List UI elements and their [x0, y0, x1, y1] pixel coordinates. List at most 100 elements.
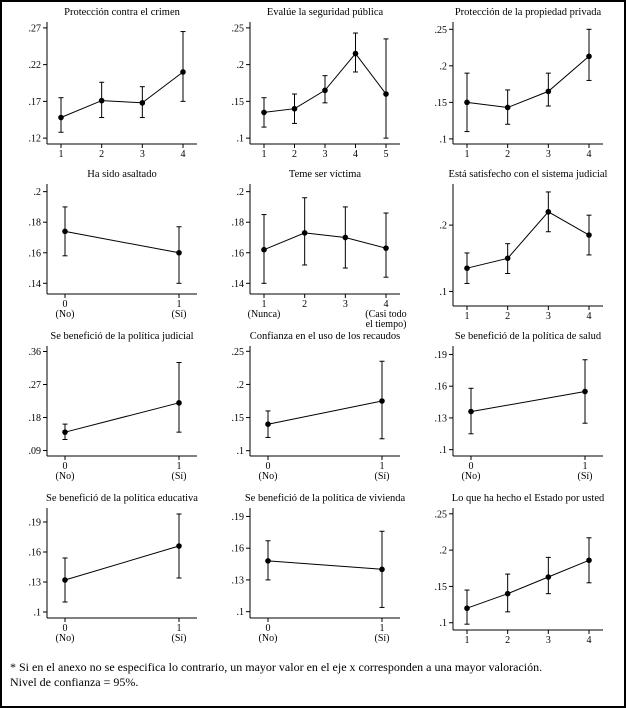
y-tick-label: .13: [435, 413, 448, 424]
data-point: [545, 209, 552, 215]
data-point: [301, 230, 308, 236]
chart-cell: Confianza en el uso de los recaudos .1 .15…: [211, 330, 414, 492]
y-tick-label: .16: [435, 382, 448, 393]
series-line: [64, 402, 179, 433]
subplot-5: Teme ser víctima .14 .16 .18 .2 1(Nunca) 2 3 4(C…: [231, 169, 407, 330]
data-point: [61, 228, 68, 235]
chart-cell: Protección de la propiedad privada .1 .15.…: [415, 6, 618, 168]
data-point: [582, 388, 589, 395]
x-tick-label: 1: [176, 461, 181, 472]
x-tick-label: 3: [322, 149, 327, 160]
data-point: [265, 558, 271, 564]
data-point: [98, 97, 105, 104]
x-tick-label: 1: [465, 149, 470, 160]
data-point: [261, 246, 267, 253]
x-tick-label: 4: [587, 635, 592, 646]
y-tick-label: .18: [231, 218, 244, 229]
x-sub-label: (No): [462, 471, 481, 482]
x-sub-label: (Sí): [374, 471, 389, 482]
chart-cell: Se benefició de la política de salud .1 .1…: [415, 330, 618, 492]
y-tick-label: .25: [231, 23, 244, 34]
subplot-title: Lo que ha hecho el Estado por usted: [452, 493, 605, 504]
x-tick-label: 1: [261, 299, 266, 310]
x-tick-label: 0: [62, 623, 67, 634]
subplot-title: Confianza en el uso de los recaudos: [250, 331, 400, 342]
series-line: [64, 230, 179, 254]
x-tick-label: 2: [99, 149, 104, 160]
footnote: * Si en el anexo no se especifica lo con…: [8, 660, 618, 690]
y-tick-label: .2: [440, 546, 448, 557]
y-tick-label: .19: [435, 350, 448, 361]
x-tick-label: 4: [587, 149, 592, 160]
series-line: [64, 545, 179, 581]
subplot-4: Ha sido asaltado .14 .16 .18 .2 0(No) 1(Sí): [28, 169, 197, 320]
data-point: [383, 245, 389, 251]
data-point: [61, 577, 68, 583]
data-point: [175, 400, 182, 406]
subplot-title: Se benefició de la política educativa: [46, 493, 198, 504]
subplot-9: Se benefició de la política de salud .1 .1…: [435, 331, 604, 482]
data-point: [464, 265, 471, 272]
y-tick-label: .25: [435, 509, 448, 520]
chart-cell: Protección contra el crimen .12 .17 .22 .27 1…: [8, 6, 211, 168]
footnote-line-2: Nivel de confianza = 95%.: [10, 675, 139, 689]
y-tick-label: .1: [440, 445, 448, 456]
x-tick-label: 3: [343, 299, 348, 310]
y-tick-label: .2: [236, 187, 244, 198]
x-sub-label: el tiempo): [366, 319, 407, 330]
y-tick-label: .22: [28, 60, 41, 71]
series-line: [467, 55, 590, 109]
x-tick-label: 2: [302, 299, 307, 310]
subplot-title: Se benefició de la política de vivienda: [245, 493, 406, 504]
data-point: [586, 557, 593, 564]
x-sub-label: (Sí): [374, 633, 389, 644]
y-tick-label: .16: [28, 548, 41, 559]
y-tick-label: .19: [231, 512, 244, 523]
subplot-title: Protección de la propiedad privada: [455, 7, 602, 18]
x-sub-label: (Sí): [171, 471, 186, 482]
x-tick-label: 2: [505, 635, 510, 646]
data-point: [261, 109, 267, 116]
chart-cell: Se benefició de la política de vivienda.…: [211, 492, 414, 654]
data-point: [586, 232, 593, 238]
data-point: [352, 50, 359, 57]
data-point: [57, 114, 64, 121]
x-tick-label: 3: [546, 635, 551, 646]
series-line: [467, 211, 590, 269]
x-sub-label: (Casi todo: [365, 309, 406, 320]
subplot-title: Está satisfecho con el sistema judicial: [449, 169, 608, 180]
x-tick-label: 1: [176, 299, 181, 310]
y-tick-label: .1: [440, 618, 448, 629]
y-tick-label: .14: [28, 279, 41, 290]
chart-cell: Teme ser víctima .14 .16 .18 .2 1 (Nunca) 2 3 4 (C…: [211, 168, 414, 330]
chart-cell: Se benefició de la política judicial .09.…: [8, 330, 211, 492]
data-point: [342, 234, 349, 241]
subplot-title: Se benefició de la política de salud: [455, 331, 602, 342]
y-tick-label: .17: [28, 97, 41, 108]
x-sub-label: (Sí): [171, 633, 186, 644]
y-tick-label: .2: [236, 380, 244, 391]
data-point: [464, 605, 471, 612]
y-tick-label: .2: [440, 221, 448, 232]
data-point: [139, 100, 145, 106]
x-tick-label: 1: [379, 623, 384, 634]
series-line: [267, 560, 383, 570]
chart-cell: Se benefició de la política educativa .1.…: [8, 492, 211, 654]
y-tick-label: .1: [236, 134, 244, 145]
y-tick-label: .16: [231, 544, 244, 555]
y-tick-label: .27: [28, 23, 41, 34]
y-tick-label: .15: [435, 98, 448, 109]
y-tick-label: .15: [231, 97, 244, 108]
chart-cell: Ha sido asaltado .14 .16 .18 .2 0 (No) 1 (Sí): [8, 168, 211, 330]
subplot-7: Se benefició de la política judicial .09.…: [28, 331, 197, 482]
x-tick-label: 1: [261, 149, 266, 160]
data-point: [179, 69, 186, 75]
data-point: [61, 429, 68, 435]
footnote-line-1: * Si en el anexo no se especifica lo con…: [10, 660, 543, 674]
subplot-6: Está satisfecho con el sistema judicial.…: [440, 169, 608, 322]
x-tick-label: 0: [62, 461, 67, 472]
x-tick-label: 1: [379, 461, 384, 472]
x-tick-label: 4: [587, 311, 592, 322]
y-tick-label: .36: [28, 347, 41, 358]
